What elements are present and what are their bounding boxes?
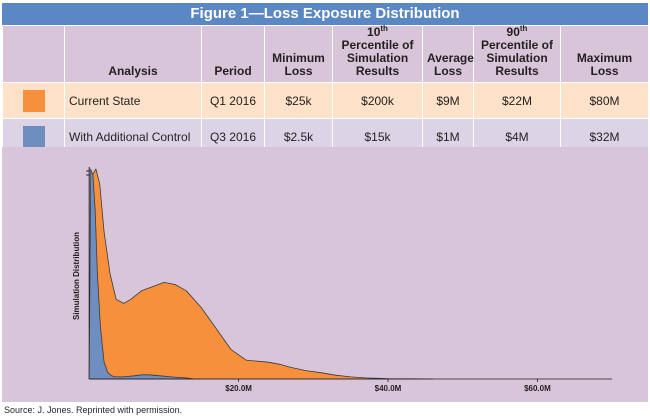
cell-max-loss: $80M xyxy=(560,82,649,119)
header-p10-rest: Percentile of Simulation Results xyxy=(341,38,414,78)
header-max-loss: Maximum Loss xyxy=(560,25,649,83)
header-p10: 10th Percentile of Simulation Results xyxy=(332,24,423,83)
header-p10-base: 10 xyxy=(367,25,381,39)
cell-avg-loss: $9M xyxy=(422,82,474,119)
figure: Figure 1—Loss Exposure Distribution Anal… xyxy=(2,3,649,402)
cell-period: Q1 2016 xyxy=(201,82,265,119)
header-p10-sup: th xyxy=(380,24,388,33)
series-area-with-additional-control xyxy=(88,168,195,380)
cell-p90: $22M xyxy=(473,82,561,119)
header-min-loss: Minimum Loss xyxy=(264,25,333,83)
cell-min-loss: $25k xyxy=(264,82,333,119)
figure-title: Figure 1—Loss Exposure Distribution xyxy=(2,3,648,25)
x-tick-label: $20.0M xyxy=(225,384,252,393)
swatch-cell xyxy=(2,82,65,119)
distribution-chart: $20.0M $40.0M $60.0M Simulation Distributio… xyxy=(72,167,612,393)
header-p90-sup: th xyxy=(519,24,528,33)
source-note: Source: J. Jones. Reprinted with permiss… xyxy=(4,405,183,415)
table-header-row: Analysis Period Minimum Loss 10th Percen… xyxy=(2,24,649,83)
cell-p10: $200k xyxy=(332,82,423,119)
header-p90: 90th Percentile of Simulation Results xyxy=(473,24,561,83)
summary-table: Analysis Period Minimum Loss 10th Percen… xyxy=(2,25,649,155)
header-swatch xyxy=(2,25,65,83)
chart-area: $20.0M $40.0M $60.0M Simulation Distributio… xyxy=(2,147,648,402)
header-analysis: Analysis xyxy=(64,25,202,83)
header-avg-loss: Average Loss xyxy=(422,25,474,83)
legend-swatch-additional-control xyxy=(22,125,45,148)
header-period: Period xyxy=(201,25,265,83)
table-row-current-state: Current State Q1 2016 $25k $200k $9M $22… xyxy=(2,82,649,119)
header-p90-base: 90 xyxy=(506,25,520,39)
legend-swatch-current-state xyxy=(22,89,45,112)
x-tick-label: $40.0M xyxy=(375,384,402,393)
cell-analysis: Current State xyxy=(64,82,202,119)
x-tick-label: $60.0M xyxy=(524,384,551,393)
series-area-current-state xyxy=(88,168,434,380)
header-p90-rest: Percentile of Simulation Results xyxy=(480,38,554,78)
y-axis-label: Simulation Distribution xyxy=(72,232,81,320)
